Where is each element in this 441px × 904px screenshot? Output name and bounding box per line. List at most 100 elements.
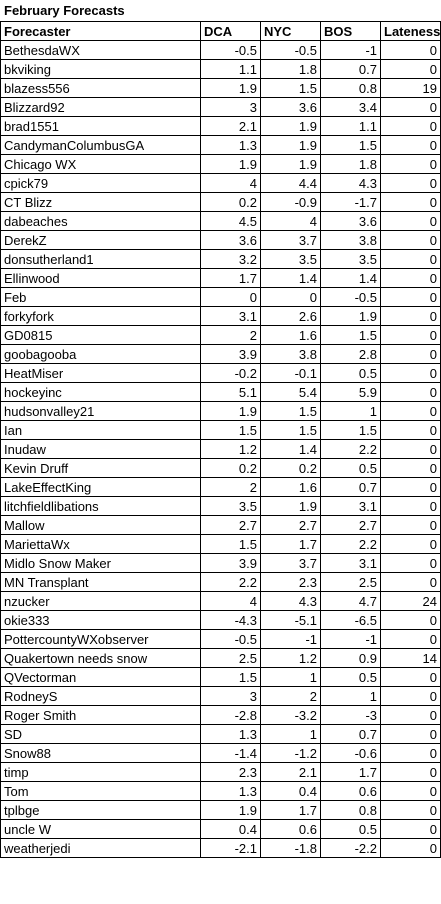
cell-bos[interactable]: 5.9: [320, 382, 381, 402]
cell-forecaster[interactable]: donsutherland1: [0, 249, 201, 269]
cell-dca[interactable]: 2.7: [200, 515, 261, 535]
cell-nyc[interactable]: 3.5: [260, 249, 321, 269]
cell-forecaster[interactable]: Quakertown needs snow: [0, 648, 201, 668]
cell-dca[interactable]: 3.5: [200, 496, 261, 516]
cell-lateness[interactable]: 0: [380, 154, 441, 174]
cell-forecaster[interactable]: cpick79: [0, 173, 201, 193]
cell-lateness[interactable]: 0: [380, 762, 441, 782]
cell-dca[interactable]: 3: [200, 97, 261, 117]
cell-bos[interactable]: 3.1: [320, 553, 381, 573]
cell-forecaster[interactable]: goobagooba: [0, 344, 201, 364]
cell-dca[interactable]: 1.9: [200, 78, 261, 98]
cell-lateness[interactable]: 0: [380, 97, 441, 117]
cell-dca[interactable]: 4: [200, 591, 261, 611]
cell-nyc[interactable]: -0.1: [260, 363, 321, 383]
cell-dca[interactable]: 1.3: [200, 135, 261, 155]
cell-bos[interactable]: 0.5: [320, 458, 381, 478]
cell-lateness[interactable]: 0: [380, 382, 441, 402]
cell-lateness[interactable]: 0: [380, 477, 441, 497]
cell-bos[interactable]: 1.5: [320, 420, 381, 440]
cell-nyc[interactable]: 4.4: [260, 173, 321, 193]
cell-lateness[interactable]: 0: [380, 59, 441, 79]
cell-dca[interactable]: 3.9: [200, 553, 261, 573]
cell-forecaster[interactable]: DerekZ: [0, 230, 201, 250]
cell-bos[interactable]: 4.7: [320, 591, 381, 611]
header-lateness[interactable]: Lateness: [380, 21, 441, 41]
cell-lateness[interactable]: 0: [380, 743, 441, 763]
cell-lateness[interactable]: 0: [380, 610, 441, 630]
cell-bos[interactable]: 1: [320, 401, 381, 421]
cell-lateness[interactable]: 0: [380, 439, 441, 459]
cell-nyc[interactable]: 1.9: [260, 496, 321, 516]
cell-forecaster[interactable]: hockeyinc: [0, 382, 201, 402]
cell-forecaster[interactable]: LakeEffectKing: [0, 477, 201, 497]
cell-lateness[interactable]: 0: [380, 534, 441, 554]
cell-bos[interactable]: 0.5: [320, 819, 381, 839]
cell-forecaster[interactable]: Feb: [0, 287, 201, 307]
cell-bos[interactable]: 1.9: [320, 306, 381, 326]
cell-forecaster[interactable]: forkyfork: [0, 306, 201, 326]
cell-dca[interactable]: 1.3: [200, 781, 261, 801]
cell-bos[interactable]: 1.5: [320, 325, 381, 345]
cell-nyc[interactable]: -0.5: [260, 40, 321, 60]
cell-nyc[interactable]: 1.2: [260, 648, 321, 668]
cell-nyc[interactable]: 1.5: [260, 78, 321, 98]
cell-nyc[interactable]: -5.1: [260, 610, 321, 630]
cell-dca[interactable]: 3.2: [200, 249, 261, 269]
cell-nyc[interactable]: 2.1: [260, 762, 321, 782]
cell-forecaster[interactable]: CT Blizz: [0, 192, 201, 212]
cell-forecaster[interactable]: blazess556: [0, 78, 201, 98]
cell-bos[interactable]: 2.2: [320, 534, 381, 554]
cell-bos[interactable]: 3.1: [320, 496, 381, 516]
cell-nyc[interactable]: 4: [260, 211, 321, 231]
cell-forecaster[interactable]: Snow88: [0, 743, 201, 763]
cell-bos[interactable]: 0.8: [320, 800, 381, 820]
cell-lateness[interactable]: 0: [380, 192, 441, 212]
cell-lateness[interactable]: 0: [380, 553, 441, 573]
cell-nyc[interactable]: 2.7: [260, 515, 321, 535]
cell-nyc[interactable]: 0: [260, 287, 321, 307]
cell-bos[interactable]: -3: [320, 705, 381, 725]
cell-bos[interactable]: 2.8: [320, 344, 381, 364]
cell-forecaster[interactable]: dabeaches: [0, 211, 201, 231]
cell-dca[interactable]: -0.2: [200, 363, 261, 383]
cell-bos[interactable]: 3.8: [320, 230, 381, 250]
cell-dca[interactable]: 1.5: [200, 420, 261, 440]
cell-dca[interactable]: -0.5: [200, 40, 261, 60]
cell-dca[interactable]: -4.3: [200, 610, 261, 630]
cell-bos[interactable]: 1: [320, 686, 381, 706]
cell-bos[interactable]: 1.4: [320, 268, 381, 288]
cell-lateness[interactable]: 0: [380, 306, 441, 326]
cell-dca[interactable]: 1.5: [200, 667, 261, 687]
cell-bos[interactable]: 3.6: [320, 211, 381, 231]
cell-bos[interactable]: 1.8: [320, 154, 381, 174]
cell-forecaster[interactable]: MariettaWx: [0, 534, 201, 554]
cell-lateness[interactable]: 0: [380, 249, 441, 269]
cell-forecaster[interactable]: bkviking: [0, 59, 201, 79]
cell-dca[interactable]: 4.5: [200, 211, 261, 231]
cell-dca[interactable]: 2.5: [200, 648, 261, 668]
cell-bos[interactable]: 2.5: [320, 572, 381, 592]
cell-nyc[interactable]: 2.6: [260, 306, 321, 326]
cell-bos[interactable]: -1: [320, 629, 381, 649]
cell-lateness[interactable]: 0: [380, 135, 441, 155]
cell-forecaster[interactable]: Ellinwood: [0, 268, 201, 288]
cell-dca[interactable]: 1.2: [200, 439, 261, 459]
cell-bos[interactable]: -1.7: [320, 192, 381, 212]
cell-bos[interactable]: -1: [320, 40, 381, 60]
cell-dca[interactable]: -0.5: [200, 629, 261, 649]
cell-nyc[interactable]: 4.3: [260, 591, 321, 611]
cell-forecaster[interactable]: MN Transplant: [0, 572, 201, 592]
cell-lateness[interactable]: 0: [380, 800, 441, 820]
cell-lateness[interactable]: 0: [380, 572, 441, 592]
cell-lateness[interactable]: 19: [380, 78, 441, 98]
cell-lateness[interactable]: 0: [380, 496, 441, 516]
cell-forecaster[interactable]: Tom: [0, 781, 201, 801]
cell-nyc[interactable]: -0.9: [260, 192, 321, 212]
cell-lateness[interactable]: 0: [380, 230, 441, 250]
cell-bos[interactable]: 0.5: [320, 667, 381, 687]
cell-nyc[interactable]: -1.2: [260, 743, 321, 763]
cell-forecaster[interactable]: RodneyS: [0, 686, 201, 706]
cell-dca[interactable]: 3: [200, 686, 261, 706]
cell-nyc[interactable]: 1.8: [260, 59, 321, 79]
